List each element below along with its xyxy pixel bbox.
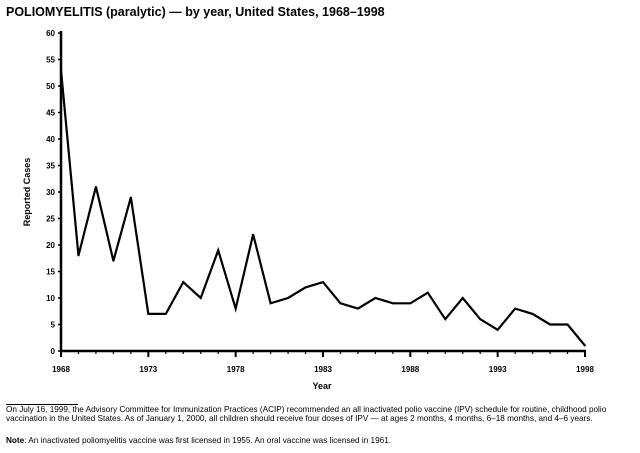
data-point [584,344,586,347]
data-point [549,323,551,326]
data-point [496,329,499,331]
data-point [392,302,394,305]
x-tick-label: 1978 [227,365,245,374]
data-point [566,323,569,326]
x-axis-label: Year [312,381,332,391]
data-point [60,69,62,71]
footnote-rule [6,404,78,405]
x-tick-label: 1998 [576,365,594,374]
note: Note: An inactivated poliomyelitis vacci… [6,436,391,445]
y-tick-label: 20 [46,241,55,250]
note-text: : An inactivated poliomyelitis vaccine w… [24,436,392,445]
data-point [304,286,307,289]
y-tick-label: 30 [46,188,55,197]
y-tick-label: 25 [46,215,55,224]
data-point [269,302,272,305]
data-point [147,313,150,315]
y-tick-label: 50 [46,82,55,91]
y-tick-label: 5 [51,321,56,330]
data-point [322,281,324,283]
data-point [287,297,289,299]
data-point [77,254,80,257]
data-point [165,313,167,315]
x-tick-label: 1968 [52,365,70,374]
data-point [357,307,359,310]
x-tick-label: 1973 [139,365,157,374]
y-tick-label: 10 [46,294,55,303]
data-point [234,307,237,310]
data-point [427,291,429,294]
data-point [182,281,185,283]
data-point [444,318,447,321]
y-tick-label: 35 [46,162,55,171]
data-point [95,185,97,188]
data-point [409,302,412,305]
chart-title: POLIOMYELITIS (paralytic) — by year, Uni… [6,5,385,19]
x-tick-label: 1988 [401,365,419,374]
data-point [461,297,464,299]
y-tick-label: 60 [46,29,55,38]
data-point [217,249,219,252]
chart: 0 5 10 15 20 25 30 35 40 45 50 55 60 1968 1973 1978 1983… [22,29,594,391]
y-tick-label: 0 [51,347,56,356]
data-point [531,313,534,315]
x-tick-label: 1993 [489,365,507,374]
data-point [130,196,132,199]
footnote: On July 16, 1999, the Advisory Committee… [6,405,607,423]
data-point [112,260,115,262]
data-point [252,233,254,236]
y-tick-label: 15 [46,268,55,277]
data-point [199,297,202,299]
data-point [479,318,482,321]
y-tick-label: 45 [46,109,55,118]
x-tick-label: 1983 [314,365,332,374]
note-label: Note [6,436,25,445]
y-tick-label: 55 [46,56,55,65]
data-point [374,297,377,299]
data-point [339,302,342,305]
series-line [59,69,586,347]
y-tick-label: 40 [46,135,55,144]
data-point [514,307,516,310]
y-axis-label: Reported Cases [22,158,32,227]
